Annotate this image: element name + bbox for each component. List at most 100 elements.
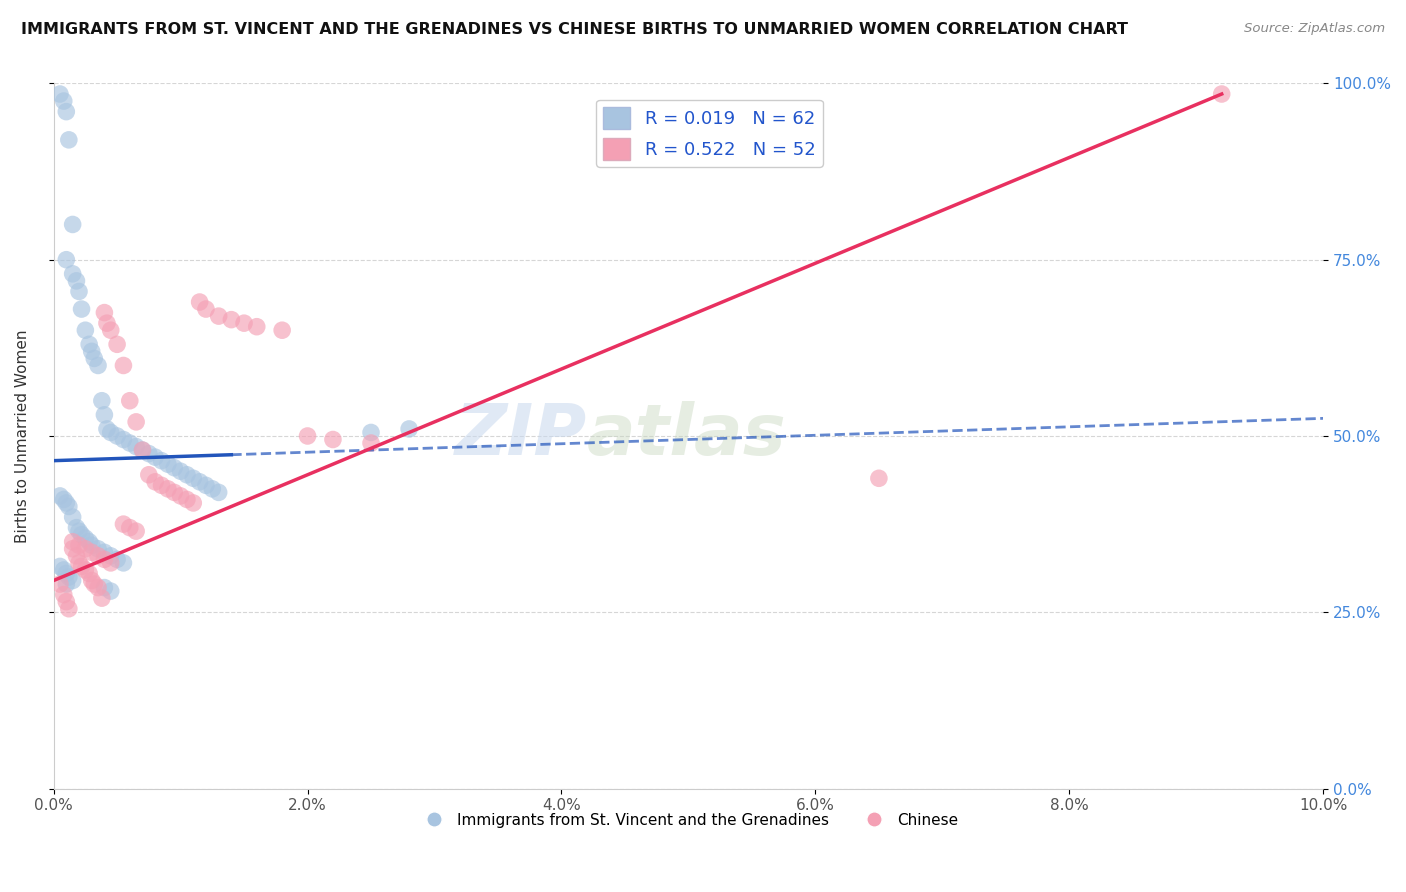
Point — [77, 337, 100, 351]
Legend: Immigrants from St. Vincent and the Grenadines, Chinese: Immigrants from St. Vincent and the Gren… — [412, 806, 965, 834]
Point — [77, 566, 100, 581]
Point — [75, 563, 97, 577]
Point — [58, 133, 80, 147]
Point — [208, 485, 231, 500]
Point — [131, 443, 153, 458]
Point — [105, 337, 128, 351]
Point — [112, 433, 135, 447]
Point — [163, 485, 186, 500]
Point — [188, 295, 211, 310]
Point — [105, 429, 128, 443]
Point — [125, 440, 148, 454]
Point — [322, 433, 344, 447]
Point — [52, 492, 75, 507]
Point — [62, 267, 84, 281]
Point — [55, 496, 77, 510]
Point — [55, 566, 77, 581]
Point — [62, 218, 84, 232]
Point — [80, 574, 103, 588]
Point — [163, 460, 186, 475]
Point — [65, 549, 87, 563]
Text: ZIP: ZIP — [454, 401, 586, 470]
Point — [75, 531, 97, 545]
Point — [49, 87, 72, 101]
Point — [93, 408, 115, 422]
Point — [93, 552, 115, 566]
Point — [75, 323, 97, 337]
Text: IMMIGRANTS FROM ST. VINCENT AND THE GRENADINES VS CHINESE BIRTHS TO UNMARRIED WO: IMMIGRANTS FROM ST. VINCENT AND THE GREN… — [21, 22, 1128, 37]
Point — [176, 492, 198, 507]
Point — [150, 453, 173, 467]
Point — [360, 436, 382, 450]
Point — [156, 457, 179, 471]
Point — [181, 471, 204, 485]
Point — [55, 577, 77, 591]
Point — [65, 274, 87, 288]
Point — [55, 595, 77, 609]
Point — [143, 450, 166, 464]
Point — [49, 489, 72, 503]
Point — [398, 422, 420, 436]
Point — [176, 467, 198, 482]
Point — [169, 489, 191, 503]
Point — [360, 425, 382, 440]
Point — [87, 549, 110, 563]
Point — [246, 319, 269, 334]
Point — [70, 527, 93, 541]
Point — [67, 524, 90, 538]
Point — [90, 591, 112, 606]
Point — [201, 482, 224, 496]
Point — [62, 510, 84, 524]
Point — [52, 588, 75, 602]
Point — [67, 556, 90, 570]
Point — [52, 94, 75, 108]
Point — [65, 521, 87, 535]
Point — [62, 541, 84, 556]
Point — [75, 541, 97, 556]
Point — [188, 475, 211, 489]
Point — [105, 552, 128, 566]
Point — [80, 538, 103, 552]
Point — [77, 534, 100, 549]
Point — [58, 601, 80, 615]
Point — [67, 285, 90, 299]
Y-axis label: Births to Unmarried Women: Births to Unmarried Women — [15, 329, 30, 542]
Text: atlas: atlas — [586, 401, 786, 470]
Point — [194, 478, 217, 492]
Point — [1211, 87, 1233, 101]
Point — [100, 584, 122, 599]
Point — [131, 443, 153, 458]
Point — [181, 496, 204, 510]
Point — [80, 545, 103, 559]
Point — [112, 359, 135, 373]
Point — [271, 323, 294, 337]
Point — [221, 312, 243, 326]
Point — [87, 359, 110, 373]
Point — [118, 393, 141, 408]
Point — [118, 436, 141, 450]
Point — [90, 393, 112, 408]
Point — [112, 517, 135, 532]
Point — [112, 556, 135, 570]
Point — [233, 316, 256, 330]
Point — [169, 464, 191, 478]
Point — [70, 301, 93, 316]
Point — [868, 471, 890, 485]
Point — [138, 467, 160, 482]
Point — [70, 559, 93, 574]
Point — [96, 422, 118, 436]
Point — [58, 500, 80, 514]
Point — [49, 559, 72, 574]
Point — [156, 482, 179, 496]
Point — [83, 577, 105, 591]
Point — [194, 301, 217, 316]
Point — [138, 447, 160, 461]
Point — [100, 323, 122, 337]
Point — [58, 570, 80, 584]
Point — [100, 556, 122, 570]
Point — [62, 574, 84, 588]
Point — [80, 344, 103, 359]
Point — [49, 577, 72, 591]
Point — [125, 524, 148, 538]
Point — [83, 351, 105, 366]
